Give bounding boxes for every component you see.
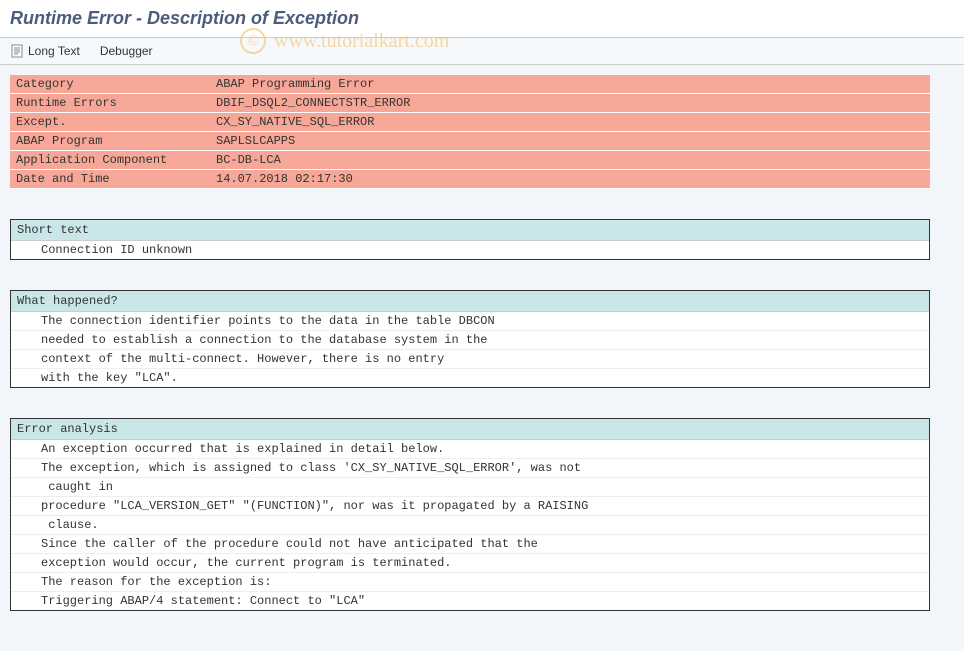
- info-label: ABAP Program: [10, 132, 210, 151]
- section-line: with the key "LCA".: [11, 369, 929, 387]
- info-value: BC-DB-LCA: [210, 151, 930, 170]
- debugger-button[interactable]: Debugger: [100, 44, 153, 58]
- info-row: Date and Time14.07.2018 02:17:30: [10, 170, 930, 189]
- section-line: The exception, which is assigned to clas…: [11, 459, 929, 478]
- debugger-label: Debugger: [100, 44, 153, 58]
- section-line: caught in: [11, 478, 929, 497]
- section-line: Connection ID unknown: [11, 241, 929, 259]
- section-line: Since the caller of the procedure could …: [11, 535, 929, 554]
- section-line: needed to establish a connection to the …: [11, 331, 929, 350]
- info-value: CX_SY_NATIVE_SQL_ERROR: [210, 113, 930, 132]
- info-row: ABAP ProgramSAPLSLCAPPS: [10, 132, 930, 151]
- section-line: procedure "LCA_VERSION_GET" "(FUNCTION)"…: [11, 497, 929, 516]
- section-line: The reason for the exception is:: [11, 573, 929, 592]
- info-row: Runtime ErrorsDBIF_DSQL2_CONNECTSTR_ERRO…: [10, 94, 930, 113]
- info-label: Runtime Errors: [10, 94, 210, 113]
- section-line: Triggering ABAP/4 statement: Connect to …: [11, 592, 929, 610]
- toolbar: Long Text Debugger: [0, 38, 964, 65]
- longtext-label: Long Text: [28, 44, 80, 58]
- section: What happened?The connection identifier …: [10, 290, 930, 388]
- section-body: The connection identifier points to the …: [11, 312, 929, 387]
- section-body: An exception occurred that is explained …: [11, 440, 929, 610]
- info-row: CategoryABAP Programming Error: [10, 75, 930, 94]
- section-header: Error analysis: [11, 419, 929, 440]
- title-bar: Runtime Error - Description of Exception: [0, 0, 964, 38]
- longtext-button[interactable]: Long Text: [10, 44, 80, 58]
- info-label: Application Component: [10, 151, 210, 170]
- section-line: clause.: [11, 516, 929, 535]
- info-row: Application ComponentBC-DB-LCA: [10, 151, 930, 170]
- info-row: Except.CX_SY_NATIVE_SQL_ERROR: [10, 113, 930, 132]
- content-area: CategoryABAP Programming ErrorRuntime Er…: [0, 65, 964, 651]
- info-value: DBIF_DSQL2_CONNECTSTR_ERROR: [210, 94, 930, 113]
- section-header: Short text: [11, 220, 929, 241]
- page-title: Runtime Error - Description of Exception: [10, 8, 954, 29]
- section-line: The connection identifier points to the …: [11, 312, 929, 331]
- section-body: Connection ID unknown: [11, 241, 929, 259]
- error-info-table: CategoryABAP Programming ErrorRuntime Er…: [10, 75, 930, 189]
- section-header: What happened?: [11, 291, 929, 312]
- info-label: Except.: [10, 113, 210, 132]
- section: Short textConnection ID unknown: [10, 219, 930, 260]
- info-label: Category: [10, 75, 210, 94]
- info-label: Date and Time: [10, 170, 210, 189]
- info-value: 14.07.2018 02:17:30: [210, 170, 930, 189]
- info-value: ABAP Programming Error: [210, 75, 930, 94]
- info-value: SAPLSLCAPPS: [210, 132, 930, 151]
- document-icon: [10, 44, 24, 58]
- section-line: exception would occur, the current progr…: [11, 554, 929, 573]
- section: Error analysisAn exception occurred that…: [10, 418, 930, 611]
- section-line: context of the multi-connect. However, t…: [11, 350, 929, 369]
- section-line: An exception occurred that is explained …: [11, 440, 929, 459]
